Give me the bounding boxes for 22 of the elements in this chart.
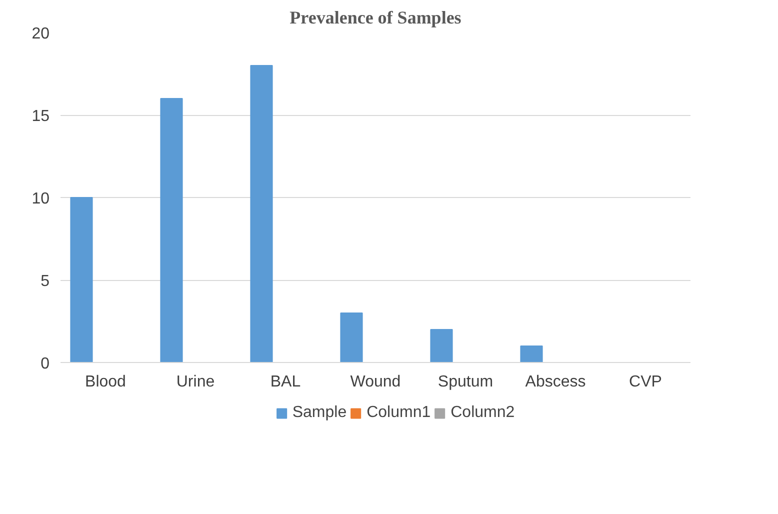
y-tick-label: 10 [32, 190, 50, 208]
chart-title: Prevalence of Samples [290, 8, 462, 28]
y-tick-label: 0 [40, 356, 50, 372]
y-tick-label: 15 [32, 108, 50, 125]
bar [250, 65, 273, 362]
x-tick-label: Abscess [525, 374, 586, 390]
x-tick-label: CVP [629, 374, 662, 390]
x-tick-label: Wound [350, 374, 401, 390]
bar [340, 312, 363, 362]
y-tick-label: 5 [40, 273, 50, 290]
y-tick-label: 20 [32, 26, 50, 42]
legend-label: Column1 [366, 404, 431, 422]
legend-label: Sample [292, 404, 347, 422]
x-tick-label: Blood [85, 374, 126, 390]
x-tick-label: BAL [270, 374, 301, 390]
bar [520, 346, 543, 362]
x-tick-label: Urine [176, 374, 215, 390]
bar [430, 329, 453, 362]
bar [70, 197, 93, 362]
legend-label: Column2 [450, 404, 515, 422]
bar [160, 98, 183, 362]
x-tick-label: Sputum [438, 374, 494, 390]
